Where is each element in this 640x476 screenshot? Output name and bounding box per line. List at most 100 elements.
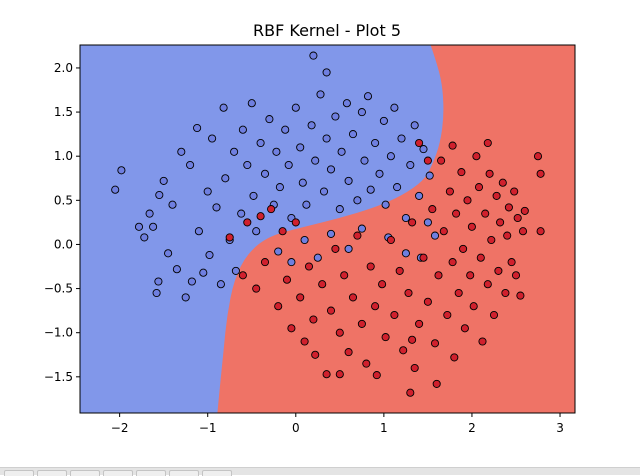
data-point-class-1	[481, 209, 490, 218]
data-point-class-0	[117, 166, 126, 175]
x-axis: −2 −1 0 1 2 3	[111, 413, 564, 435]
zoom-button[interactable]	[136, 470, 166, 476]
y-axis: −1.5 −1.0 −0.5 0.0 0.5 1.0 1.5 2.0	[44, 61, 80, 384]
data-point-class-0	[326, 165, 336, 174]
data-point-class-1	[472, 152, 481, 161]
data-point-class-0	[366, 185, 375, 194]
data-point-class-0	[199, 268, 208, 277]
data-point-class-0	[149, 222, 158, 231]
data-point-class-1	[408, 218, 417, 227]
x-tick-label: 0	[292, 421, 300, 435]
y-tick-label: −1.5	[44, 370, 73, 384]
data-point-class-1	[454, 288, 463, 298]
data-point-class-0	[287, 258, 296, 267]
data-point-class-1	[423, 297, 432, 306]
data-point-class-0	[348, 130, 358, 139]
data-point-class-1	[501, 288, 510, 298]
data-point-class-1	[503, 231, 512, 240]
data-point-class-1	[463, 196, 472, 205]
data-point-class-1	[408, 335, 417, 344]
data-point-class-1	[357, 319, 366, 328]
data-point-class-0	[272, 147, 281, 156]
y-tick-label: 0.0	[54, 237, 73, 251]
data-point-class-1	[437, 156, 446, 165]
data-point-class-0	[187, 277, 196, 286]
data-point-class-1	[296, 293, 305, 302]
data-point-class-1	[243, 218, 252, 227]
data-point-class-0	[256, 138, 265, 148]
data-point-class-0	[265, 115, 274, 124]
data-point-class-0	[168, 200, 177, 209]
data-point-class-1	[466, 271, 475, 280]
data-point-class-0	[360, 156, 369, 165]
data-point-class-1	[520, 206, 529, 215]
data-point-class-0	[410, 121, 419, 130]
x-tick-label: 2	[468, 421, 476, 435]
data-point-class-1	[487, 235, 496, 245]
data-point-class-0	[274, 247, 283, 256]
data-point-class-1	[371, 302, 380, 311]
data-point-class-1	[362, 359, 371, 368]
y-tick-label: 0.5	[54, 193, 73, 207]
data-point-class-1	[476, 253, 485, 262]
data-point-class-1	[469, 302, 478, 311]
x-tick-label: −2	[111, 421, 129, 435]
pan-button[interactable]	[103, 470, 133, 476]
data-point-class-0	[331, 112, 340, 121]
data-point-class-0	[397, 134, 406, 143]
data-point-class-1	[309, 315, 318, 324]
forward-button[interactable]	[70, 470, 100, 476]
data-point-class-0	[247, 99, 256, 108]
data-point-class-1	[353, 231, 362, 240]
data-point-class-0	[237, 209, 246, 218]
data-point-class-1	[348, 293, 358, 302]
plot-frame	[79, 44, 576, 414]
data-point-class-1	[304, 262, 314, 271]
data-point-class-1	[448, 141, 457, 150]
back-button[interactable]	[37, 470, 67, 476]
data-point-class-1	[238, 271, 247, 280]
data-point-class-0	[415, 191, 424, 200]
data-point-class-1	[445, 187, 454, 196]
data-point-class-0	[212, 203, 221, 212]
home-button[interactable]	[4, 470, 34, 476]
data-point-class-0	[164, 249, 173, 258]
data-point-class-0	[249, 191, 258, 200]
data-point-class-0	[423, 218, 432, 227]
save-button[interactable]	[202, 470, 232, 476]
data-point-class-1	[489, 310, 499, 320]
data-point-class-0	[357, 108, 366, 117]
data-point-class-1	[340, 271, 349, 280]
x-tick-label: 3	[556, 421, 564, 435]
data-point-class-1	[494, 266, 503, 275]
data-point-class-0	[309, 51, 318, 60]
data-points	[111, 51, 545, 397]
data-point-class-1	[274, 302, 283, 311]
data-point-class-1	[483, 280, 492, 289]
data-point-class-0	[379, 116, 388, 125]
data-point-class-1	[326, 306, 336, 315]
data-point-class-0	[316, 90, 325, 99]
data-point-class-0	[401, 213, 410, 223]
data-point-class-0	[311, 156, 320, 165]
data-point-class-0	[231, 266, 240, 275]
data-point-class-1	[432, 379, 441, 388]
data-point-class-0	[172, 265, 181, 274]
data-point-class-1	[448, 258, 457, 267]
data-point-class-0	[319, 187, 329, 196]
data-point-class-0	[177, 147, 186, 156]
configure-subplots-button[interactable]	[169, 470, 199, 476]
data-point-class-0	[393, 183, 402, 192]
data-point-class-0	[221, 174, 230, 183]
data-point-class-0	[186, 160, 195, 170]
data-point-class-1	[404, 288, 413, 298]
data-point-class-0	[302, 200, 311, 209]
data-point-class-1	[510, 187, 519, 196]
data-point-class-1	[267, 205, 276, 214]
data-point-class-0	[208, 134, 217, 143]
data-point-class-1	[415, 319, 424, 328]
data-point-class-0	[296, 143, 305, 152]
data-point-class-0	[155, 190, 164, 200]
data-point-class-1	[516, 291, 525, 300]
data-point-class-0	[152, 288, 161, 298]
